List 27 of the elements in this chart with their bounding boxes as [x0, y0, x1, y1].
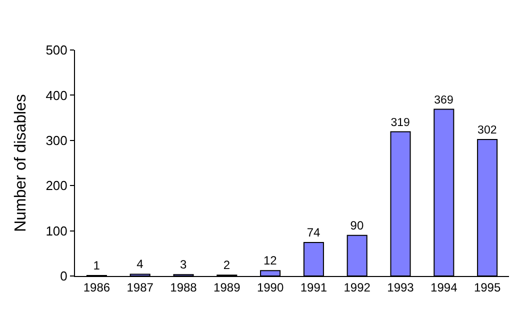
data-label: 74: [306, 226, 321, 240]
x-tick-label: 1988: [170, 280, 198, 294]
y-axis-title: Number of disables: [12, 94, 30, 232]
data-label: 302: [478, 124, 497, 137]
x-tick-label: 1994: [430, 280, 458, 294]
x-tick-label: 1987: [126, 280, 154, 294]
y-tick-label: 400: [46, 88, 68, 103]
x-tick-label: 1989: [214, 280, 241, 294]
y-tick-label: 0: [60, 268, 68, 284]
y-tick-label: 200: [46, 178, 68, 194]
data-label: 1: [93, 258, 100, 273]
data-label: 2: [223, 258, 230, 272]
data-label: 90: [350, 218, 364, 232]
x-tick-label: 1992: [344, 280, 371, 294]
x-tick-label: 1993: [387, 280, 414, 294]
y-tick-label: 500: [46, 42, 68, 58]
data-label: 319: [390, 116, 410, 129]
y-tick-label: 100: [46, 223, 68, 238]
x-tick-label: 1995: [474, 280, 501, 294]
data-label: 369: [434, 94, 454, 106]
x-tick-label: 1986: [83, 280, 110, 294]
y-tick-label: 300: [46, 132, 68, 148]
x-tick-label: 1990: [256, 280, 284, 294]
data-label: 3: [180, 258, 188, 272]
data-label: 12: [263, 254, 278, 268]
data-label: 4: [136, 257, 144, 272]
x-tick-label: 1991: [300, 280, 328, 294]
